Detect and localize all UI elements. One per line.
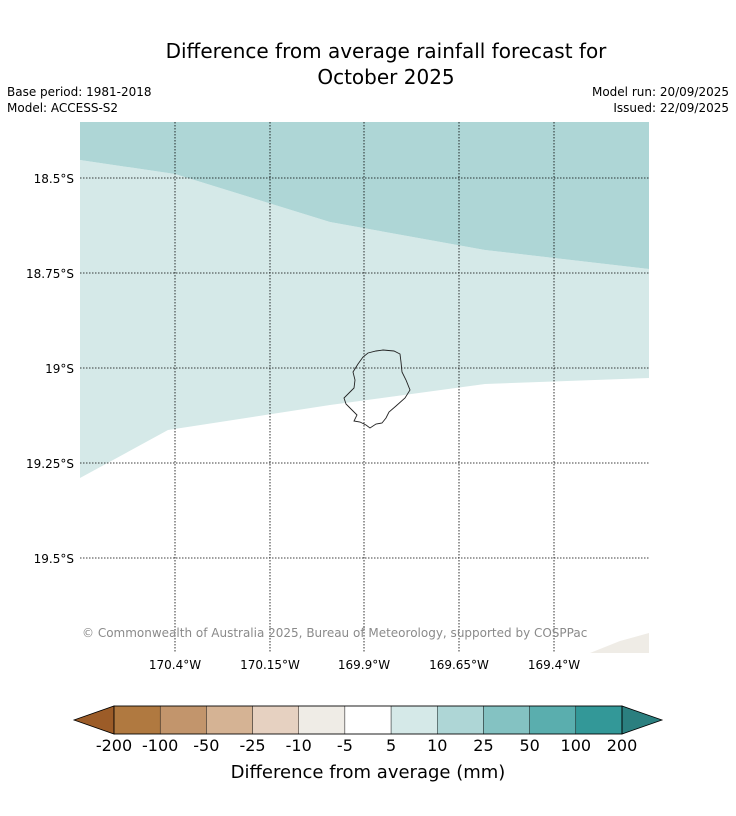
colorbar-tick-label: -5 (337, 736, 353, 755)
lat-label: 19.25°S (26, 457, 74, 471)
meta-right: Model run: 20/09/2025 Issued: 22/09/2025 (592, 84, 729, 116)
colorbar-tick-label: -100 (142, 736, 178, 755)
colorbar-segment (483, 705, 530, 735)
colorbar-tick-label: 50 (519, 736, 539, 755)
colorbar-tick-label: -200 (96, 736, 132, 755)
rainfall-band-negative (590, 633, 649, 653)
colorbar-segment (206, 705, 253, 735)
colorbar-segment (390, 705, 438, 735)
lat-label: 18.5°S (34, 172, 74, 186)
colorbar-tick-label: 10 (427, 736, 447, 755)
lon-label: 169.9°W (338, 658, 390, 672)
colorbar-segment (437, 705, 484, 735)
colorbar-tick-label: -10 (286, 736, 312, 755)
model-run: Model run: 20/09/2025 (591, 85, 729, 99)
colorbar-tick-label: -25 (239, 736, 265, 755)
title-line-1: Difference from average rainfall forecas… (165, 39, 607, 63)
colorbar-tick-label: -50 (193, 736, 219, 755)
colorbar-tick-label: 100 (561, 736, 592, 755)
colorbar-segment (113, 705, 161, 735)
colorbar-segment (344, 705, 392, 735)
colorbar-tick-label: 200 (607, 736, 638, 755)
lat-label: 19.5°S (34, 552, 74, 566)
longitude-labels: 170.4°W 170.15°W 169.9°W 169.65°W 169.4°… (149, 658, 580, 672)
model-name: Model: ACCESS-S2 (7, 101, 119, 115)
colorbar-segment (252, 705, 299, 735)
lon-label: 170.15°W (240, 658, 300, 672)
lon-label: 169.65°W (429, 658, 489, 672)
rainfall-band-10-25 (80, 122, 649, 269)
island-outline (343, 349, 411, 429)
colorbar-segment (529, 705, 577, 735)
meta-left: Base period: 1981-2018 Model: ACCESS-S2 (7, 84, 152, 116)
colorbar-outline (113, 705, 623, 735)
colorbar-segment (298, 705, 346, 735)
map-title: Difference from average rainfall forecas… (0, 38, 736, 90)
colorbar-extend-low (72, 705, 115, 735)
colorbar-label: Difference from average (mm) (231, 762, 506, 783)
latitude-labels: 18.5°S 18.75°S 19°S 19.25°S 19.5°S (26, 172, 74, 566)
colorbar-tick-label: 5 (386, 736, 396, 755)
colorbar-extend-high (621, 705, 664, 735)
rainfall-band-5-10 (80, 160, 649, 478)
colorbar-segment (159, 705, 207, 735)
gridlines (80, 122, 649, 653)
lon-label: 170.4°W (149, 658, 201, 672)
colorbar: -200 -100 -50 -25 -10 -5 5 10 25 50 100 200 (72, 705, 664, 755)
colorbar-tick-label: 25 (473, 736, 493, 755)
lat-label: 19°S (45, 362, 74, 376)
base-period: Base period: 1981-2018 (7, 85, 152, 99)
copyright-notice: © Commonwealth of Australia 2025, Bureau… (82, 626, 587, 640)
colorbar-segment (575, 705, 623, 735)
map-panel: © Commonwealth of Australia 2025, Bureau… (80, 122, 649, 653)
lat-label: 18.75°S (26, 267, 74, 281)
issued-date: Issued: 22/09/2025 (613, 101, 729, 115)
lon-label: 169.4°W (528, 658, 580, 672)
title-line-2: October 2025 (317, 65, 455, 89)
